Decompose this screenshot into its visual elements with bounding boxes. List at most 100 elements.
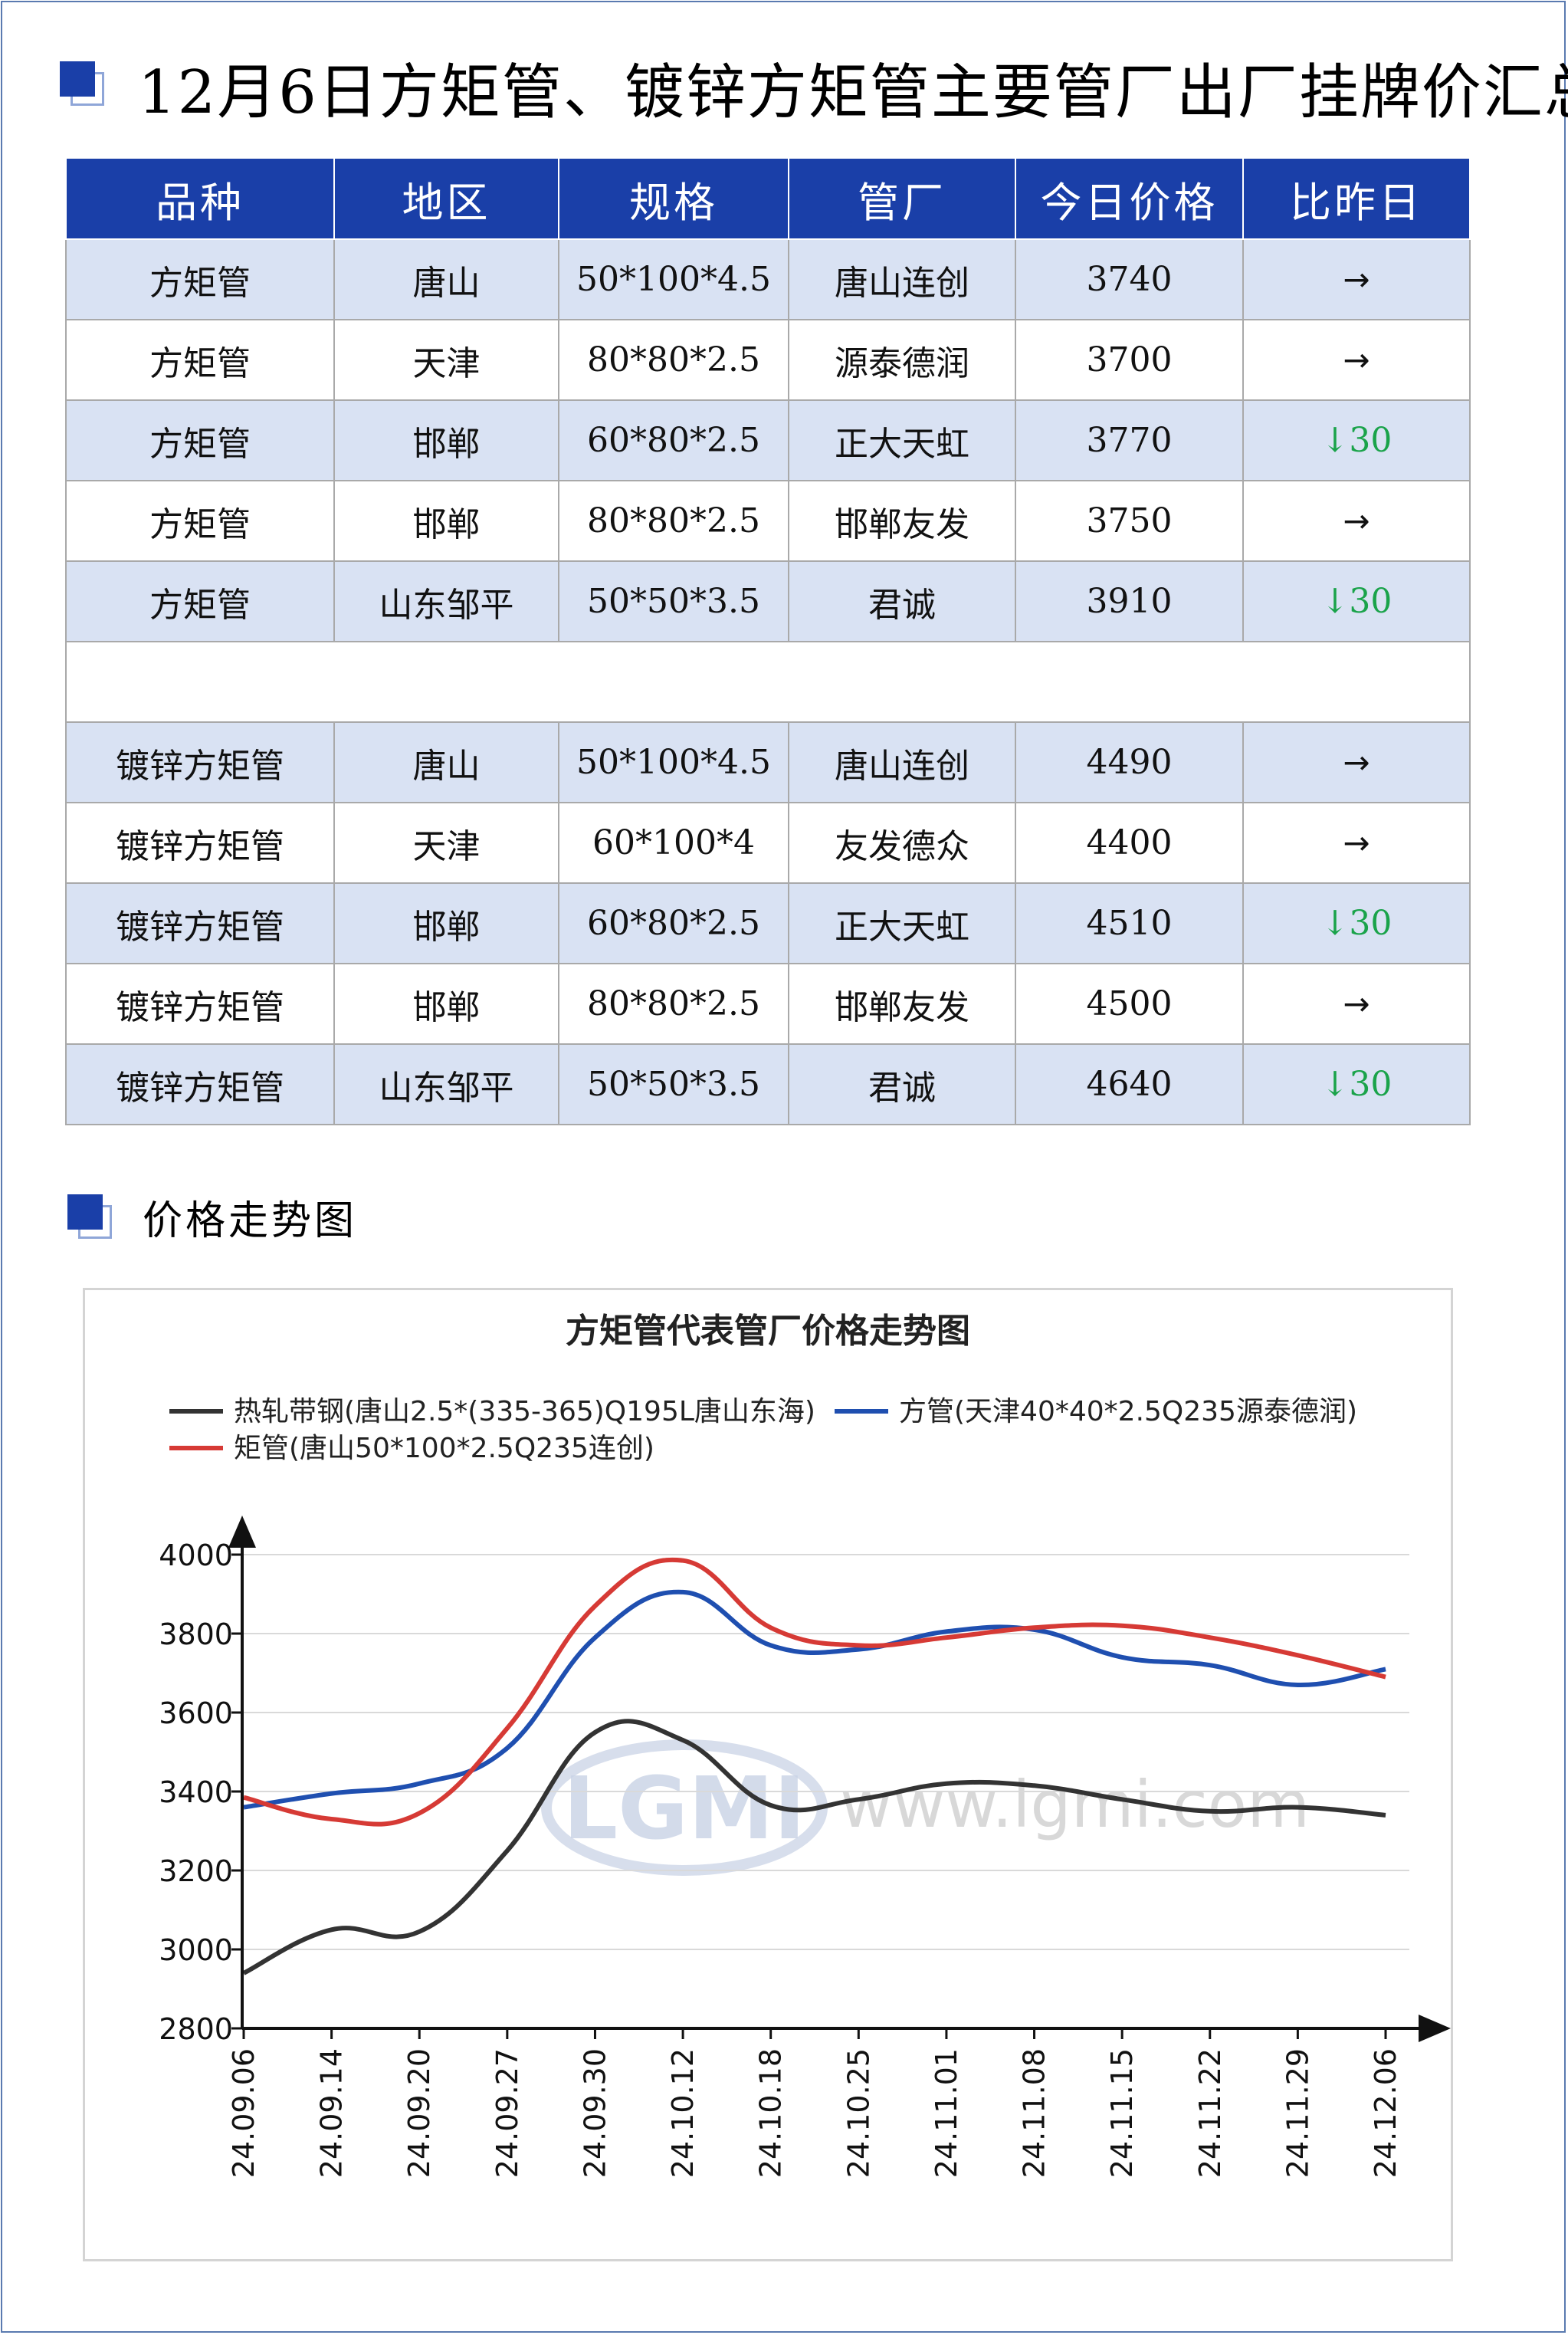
y-tick-label: 3600 <box>159 1696 233 1730</box>
column-header: 品种 <box>65 157 335 240</box>
table-cell: 50*50*3.5 <box>558 560 789 642</box>
change-down-value: ↓30 <box>1320 582 1393 621</box>
cell-text: 方矩管 <box>149 585 251 625</box>
watermark-url: www.lgmi.com <box>840 1767 1310 1842</box>
table-cell: 正大天虹 <box>788 882 1016 964</box>
table-cell: 镀锌方矩管 <box>65 963 335 1045</box>
table-cell: 80*80*2.5 <box>558 963 789 1045</box>
table-cell: 山东邹平 <box>333 1043 559 1125</box>
table-header-row: 品种 地区 规格 管厂 今日价格 比昨日 <box>65 157 1471 240</box>
data-point <box>1209 1636 1212 1639</box>
section-square-icon <box>67 1194 112 1239</box>
data-point <box>593 1636 596 1639</box>
table-row: 方矩管 山东邹平 50*50*3.5 君诚 3910 ↓30 <box>65 560 1471 642</box>
change-cell: → <box>1242 963 1471 1045</box>
table-cell: 邯郸 <box>333 882 559 964</box>
cell-text: 3750 <box>1086 501 1173 540</box>
table-cell: 60*80*2.5 <box>558 399 789 481</box>
x-tick-label: 24.09.30 <box>578 2048 612 2178</box>
y-tick-label: 4000 <box>159 1539 233 1572</box>
page-title: 12月6日方矩管、镀锌方矩管主要管厂出厂挂牌价汇总 <box>138 58 1568 127</box>
column-header: 比昨日 <box>1242 157 1471 240</box>
cell-text: 60*80*2.5 <box>587 421 760 460</box>
change-flat-arrow: → <box>1343 744 1370 781</box>
cell-text: 50*50*3.5 <box>587 582 760 621</box>
x-tick-label: 24.11.29 <box>1281 2048 1314 2178</box>
change-cell: ↓30 <box>1242 882 1471 964</box>
table-cell: 方矩管 <box>65 399 335 481</box>
table-cell: 50*100*4.5 <box>558 238 789 320</box>
trend-chart: 方矩管代表管厂价格走势图 热轧带钢(唐山2.5*(335-365)Q195L唐山… <box>159 1312 1451 2178</box>
cell-text: 镀锌方矩管 <box>116 1068 284 1108</box>
table-cell: 邯郸友发 <box>788 963 1016 1045</box>
spacer-cell <box>65 641 1471 723</box>
table-cell: 邯郸 <box>333 480 559 562</box>
data-point <box>769 1626 773 1629</box>
y-tick-label: 3000 <box>159 1933 233 1967</box>
section-title: 价格走势图 <box>143 1198 358 1244</box>
cell-text: 山东邹平 <box>379 585 514 625</box>
series-line-2 <box>243 1557 1386 1827</box>
table-cell: 4500 <box>1015 963 1244 1045</box>
cell-text: 镀锌方矩管 <box>116 987 284 1027</box>
data-point <box>681 1559 684 1562</box>
cell-text: 邯郸友发 <box>835 987 969 1027</box>
table-cell: 50*50*3.5 <box>558 1043 789 1125</box>
cell-text: 天津 <box>412 343 481 383</box>
x-tick-label: 24.11.01 <box>930 2048 963 2178</box>
cell-text: 唐山连创 <box>835 263 969 303</box>
cell-text: 4490 <box>1086 743 1173 782</box>
column-header: 规格 <box>558 157 789 240</box>
cell-text: 镀锌方矩管 <box>116 826 284 866</box>
column-header: 今日价格 <box>1015 157 1244 240</box>
table-row: 方矩管 邯郸 60*80*2.5 正大天虹 3770 ↓30 <box>65 399 1471 481</box>
change-cell: ↓30 <box>1242 399 1471 481</box>
cell-text: 4500 <box>1086 984 1173 1023</box>
cell-text: 60*100*4 <box>592 823 755 862</box>
data-point <box>418 1811 421 1814</box>
cell-text: 唐山 <box>412 746 481 786</box>
table-row: 镀锌方矩管 山东邹平 50*50*3.5 君诚 4640 ↓30 <box>65 1043 1471 1125</box>
table-spacer-row <box>65 641 1471 723</box>
cell-text: 方矩管 <box>149 263 251 303</box>
change-down-value: ↓30 <box>1320 904 1393 943</box>
table-cell: 3740 <box>1015 238 1244 320</box>
data-point <box>593 1604 596 1608</box>
table-cell: 4510 <box>1015 882 1244 964</box>
cell-text: 方矩管 <box>149 424 251 464</box>
data-point <box>769 1644 773 1647</box>
chart-grid: 2800 3000 3200 3400 3600 3800 4000 <box>159 1539 1409 2046</box>
data-point <box>681 1739 684 1742</box>
data-point <box>1120 1624 1124 1627</box>
cell-text: 3770 <box>1086 421 1173 460</box>
x-tick-label: 24.10.12 <box>666 2048 700 2178</box>
data-point <box>1033 1626 1036 1629</box>
data-point <box>681 1591 684 1594</box>
cell-text: 源泰德润 <box>835 343 969 383</box>
change-flat-arrow: → <box>1343 502 1370 540</box>
cell-text: 天津 <box>412 826 481 866</box>
y-tick-label: 3800 <box>159 1617 233 1651</box>
table-cell: 60*100*4 <box>558 802 789 884</box>
cell-text: 镀锌方矩管 <box>116 907 284 947</box>
table-cell: 4640 <box>1015 1043 1244 1125</box>
table-cell: 君诚 <box>788 1043 1016 1125</box>
x-tick-label: 24.11.22 <box>1193 2048 1227 2178</box>
cell-text: 4640 <box>1086 1065 1173 1104</box>
data-point <box>506 1746 509 1749</box>
cell-text: 60*80*2.5 <box>587 904 760 943</box>
data-point <box>1120 1656 1124 1659</box>
price-table: 品种 地区 规格 管厂 今日价格 比昨日 方矩管唐山 50*100*4.5 唐山连创… <box>65 157 1471 1125</box>
table-cell: 方矩管 <box>65 560 335 642</box>
cell-text: 4400 <box>1086 823 1173 862</box>
series-line-1 <box>243 1589 1386 1810</box>
chart-series <box>242 1557 1386 1975</box>
change-flat-arrow: → <box>1343 341 1370 379</box>
table-cell: 3700 <box>1015 319 1244 401</box>
chart-panel: 方矩管代表管厂价格走势图 热轧带钢(唐山2.5*(335-365)Q195L唐山… <box>83 1288 1453 2261</box>
column-header: 管厂 <box>788 157 1016 240</box>
table-cell: 唐山连创 <box>788 721 1016 803</box>
data-point <box>1209 1663 1212 1667</box>
table-cell: 4400 <box>1015 802 1244 884</box>
x-tick-label: 24.12.06 <box>1369 2048 1402 2178</box>
